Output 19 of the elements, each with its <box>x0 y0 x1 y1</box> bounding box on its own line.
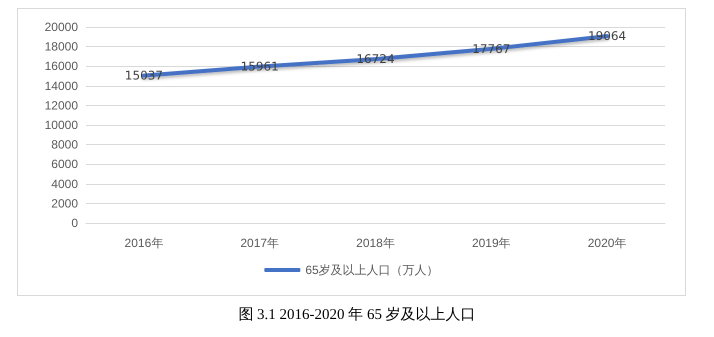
y-tick-label: 16000 <box>44 59 78 74</box>
y-tick-label: 4000 <box>51 176 78 191</box>
legend-label: 65岁及以上人口（万人） <box>305 263 439 277</box>
y-tick-label: 8000 <box>51 138 78 152</box>
y-tick-label: 18000 <box>44 40 78 54</box>
y-tick-label: 6000 <box>51 157 78 172</box>
y-tick-label: 12000 <box>44 98 78 112</box>
y-tick-label: 14000 <box>44 78 78 93</box>
y-tick-label: 2000 <box>51 196 78 210</box>
x-tick-label: 2020年 <box>588 236 626 250</box>
data-label: 15037 <box>124 68 163 83</box>
y-tick-label: 10000 <box>44 118 78 132</box>
x-tick-label: 2019年 <box>472 236 511 250</box>
caption: 图 3.1 2016-2020 年 65 岁及以上人口 <box>237 306 477 324</box>
x-tick-label: 2016年 <box>124 236 164 250</box>
y-tick-label: 0 <box>71 216 78 230</box>
x-tick-label: 2018年 <box>356 236 395 250</box>
x-tick-label: 2017年 <box>240 236 280 250</box>
y-tick-label: 20000 <box>44 20 78 34</box>
